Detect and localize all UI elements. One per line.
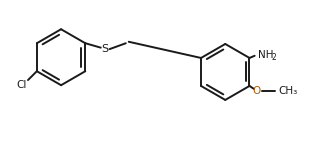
Text: O: O bbox=[253, 86, 261, 96]
Text: NH: NH bbox=[258, 50, 274, 60]
Text: S: S bbox=[102, 44, 109, 54]
Text: Cl: Cl bbox=[16, 80, 27, 90]
Text: 2: 2 bbox=[271, 54, 276, 62]
Text: CH₃: CH₃ bbox=[278, 86, 297, 96]
